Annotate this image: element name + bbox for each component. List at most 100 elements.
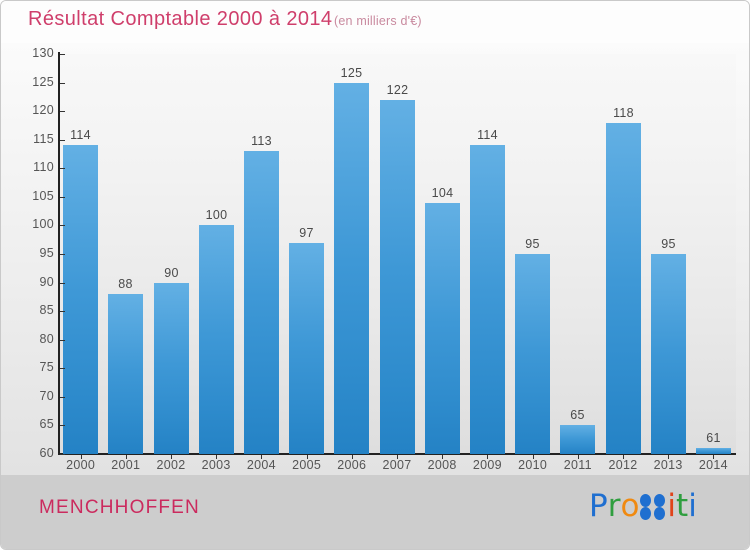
bar-value-label-2001: 88	[118, 277, 133, 291]
y-axis-tick-label: 115	[33, 131, 54, 146]
x-axis-tick-mark	[487, 455, 488, 459]
y-axis-tick-label: 90	[39, 274, 54, 289]
x-axis-tick-mark	[307, 455, 308, 459]
bar-2006[interactable]	[334, 83, 369, 454]
x-axis-line	[58, 453, 736, 455]
y-axis-tick-label: 85	[39, 303, 54, 318]
y-axis-tick-label: 105	[32, 188, 54, 203]
bar-value-label-2013: 95	[661, 237, 676, 251]
y-axis-line	[58, 52, 60, 455]
y-axis-tick-label: 100	[32, 217, 54, 232]
y-axis-tick-mark	[60, 340, 65, 341]
bar-value-label-2004: 113	[251, 134, 272, 148]
x-axis-tick-label-2013: 2013	[653, 458, 683, 472]
x-axis-tick-mark	[216, 455, 217, 459]
bar-value-label-2010: 95	[525, 237, 540, 251]
y-axis-tick-label: 110	[33, 160, 54, 175]
y-axis-tick-mark	[60, 225, 65, 226]
y-axis-tick-label: 60	[39, 446, 54, 460]
x-axis-tick-mark	[81, 455, 82, 459]
x-axis-tick-mark	[668, 455, 669, 459]
y-axis-tick-label: 80	[39, 331, 54, 346]
x-axis-tick-label-2001: 2001	[111, 458, 141, 472]
y-axis-tick-mark	[60, 140, 65, 141]
x-axis-tick-label-2008: 2008	[427, 458, 457, 472]
x-axis-tick-mark	[578, 455, 579, 459]
bar-value-label-2000: 114	[70, 128, 91, 142]
bar-2011[interactable]	[560, 425, 595, 454]
logo-letter-5: t	[676, 488, 689, 524]
y-axis-tick-label: 125	[32, 74, 54, 89]
bar-value-label-2003: 100	[205, 208, 228, 222]
y-axis-tick-label: 65	[39, 417, 54, 432]
y-axis-tick-label: 70	[39, 388, 54, 403]
bar-2005[interactable]	[289, 243, 324, 454]
logo-letter-4: i	[667, 488, 677, 524]
x-axis-tick-label-2011: 2011	[563, 458, 592, 472]
y-axis-tick-mark	[60, 283, 65, 284]
y-axis-tick-label: 95	[39, 246, 54, 260]
bar-value-label-2014: 61	[706, 431, 721, 445]
logo-letter-1: r	[607, 488, 621, 524]
proxiti-logo[interactable]: Pro iti	[589, 488, 697, 528]
bars-layer: 114 2000 88 2001 90 2002 100 2003 113 2004 97 2005 1…	[1, 43, 749, 475]
chart-subtitle: (en milliers d'€)	[334, 14, 422, 28]
x-axis-tick-mark	[171, 455, 172, 459]
bar-2010[interactable]	[515, 254, 550, 454]
x-axis-tick-mark	[623, 455, 624, 459]
logo-letter-6: i	[688, 488, 697, 524]
bar-2002[interactable]	[154, 283, 189, 454]
bar-2014[interactable]	[696, 448, 731, 454]
x-axis-tick-label-2007: 2007	[382, 458, 412, 472]
y-axis-tick-mark	[60, 254, 65, 255]
y-axis-tick-mark	[60, 168, 65, 169]
x-axis-tick-label-2014: 2014	[698, 458, 728, 472]
commune-name: MENCHHOFFEN	[39, 497, 200, 518]
logo-letter-2: o	[620, 488, 640, 524]
bar-value-label-2005: 97	[299, 226, 314, 240]
x-axis-tick-label-2004: 2004	[246, 458, 276, 472]
chart-canvas: 60 65 70 75 80 85 90 95 100 105 110 115 120 125 130 11…	[1, 43, 749, 475]
y-axis-tick-mark	[60, 54, 65, 55]
logo-x-icon	[640, 494, 666, 520]
y-axis-tick-label: 130	[32, 46, 54, 60]
bar-2007[interactable]	[380, 100, 415, 454]
bar-value-label-2008: 104	[431, 186, 454, 200]
x-axis-tick-mark	[352, 455, 353, 459]
y-axis-tick-mark	[60, 425, 65, 426]
y-axis-tick-label: 75	[39, 360, 54, 375]
bar-2013[interactable]	[651, 254, 686, 454]
y-axis-tick-mark	[60, 83, 65, 84]
y-axis-tick-mark	[60, 111, 65, 112]
bar-value-label-2012: 118	[613, 106, 634, 120]
x-axis-tick-mark	[261, 455, 262, 459]
bar-2004[interactable]	[244, 151, 279, 454]
bar-2009[interactable]	[470, 145, 505, 454]
y-axis-tick-mark	[60, 197, 65, 198]
x-axis-tick-label-2009: 2009	[472, 458, 502, 472]
x-axis-tick-mark	[397, 455, 398, 459]
bar-2001[interactable]	[108, 294, 143, 454]
bar-value-label-2007: 122	[386, 83, 409, 97]
bar-2000[interactable]	[63, 145, 98, 454]
x-axis-tick-label-2006: 2006	[337, 458, 367, 472]
y-axis-tick-mark	[60, 454, 65, 455]
bar-value-label-2009: 114	[477, 128, 498, 142]
y-axis-tick-mark	[60, 397, 65, 398]
bar-2003[interactable]	[199, 225, 234, 454]
bar-2012[interactable]	[606, 123, 641, 454]
y-axis-tick-mark	[60, 311, 65, 312]
chart-footer: MENCHHOFFEN Pro iti	[1, 475, 749, 549]
y-axis-tick-labels: 60 65 70 75 80 85 90 95 100 105 110 115 120 125 130	[1, 43, 54, 475]
x-axis-tick-label-2000: 2000	[66, 458, 96, 472]
x-axis-tick-label-2003: 2003	[201, 458, 231, 472]
chart-header: Résultat Comptable 2000 à 2014 (en milli…	[1, 1, 749, 43]
x-axis-tick-mark	[442, 455, 443, 459]
x-axis-tick-label-2012: 2012	[608, 458, 638, 472]
bar-2008[interactable]	[425, 203, 460, 454]
x-axis-tick-label-2005: 2005	[292, 458, 322, 472]
x-axis-tick-mark	[126, 455, 127, 459]
bar-value-label-2006: 125	[340, 66, 363, 80]
x-axis-tick-label-2010: 2010	[518, 458, 548, 472]
